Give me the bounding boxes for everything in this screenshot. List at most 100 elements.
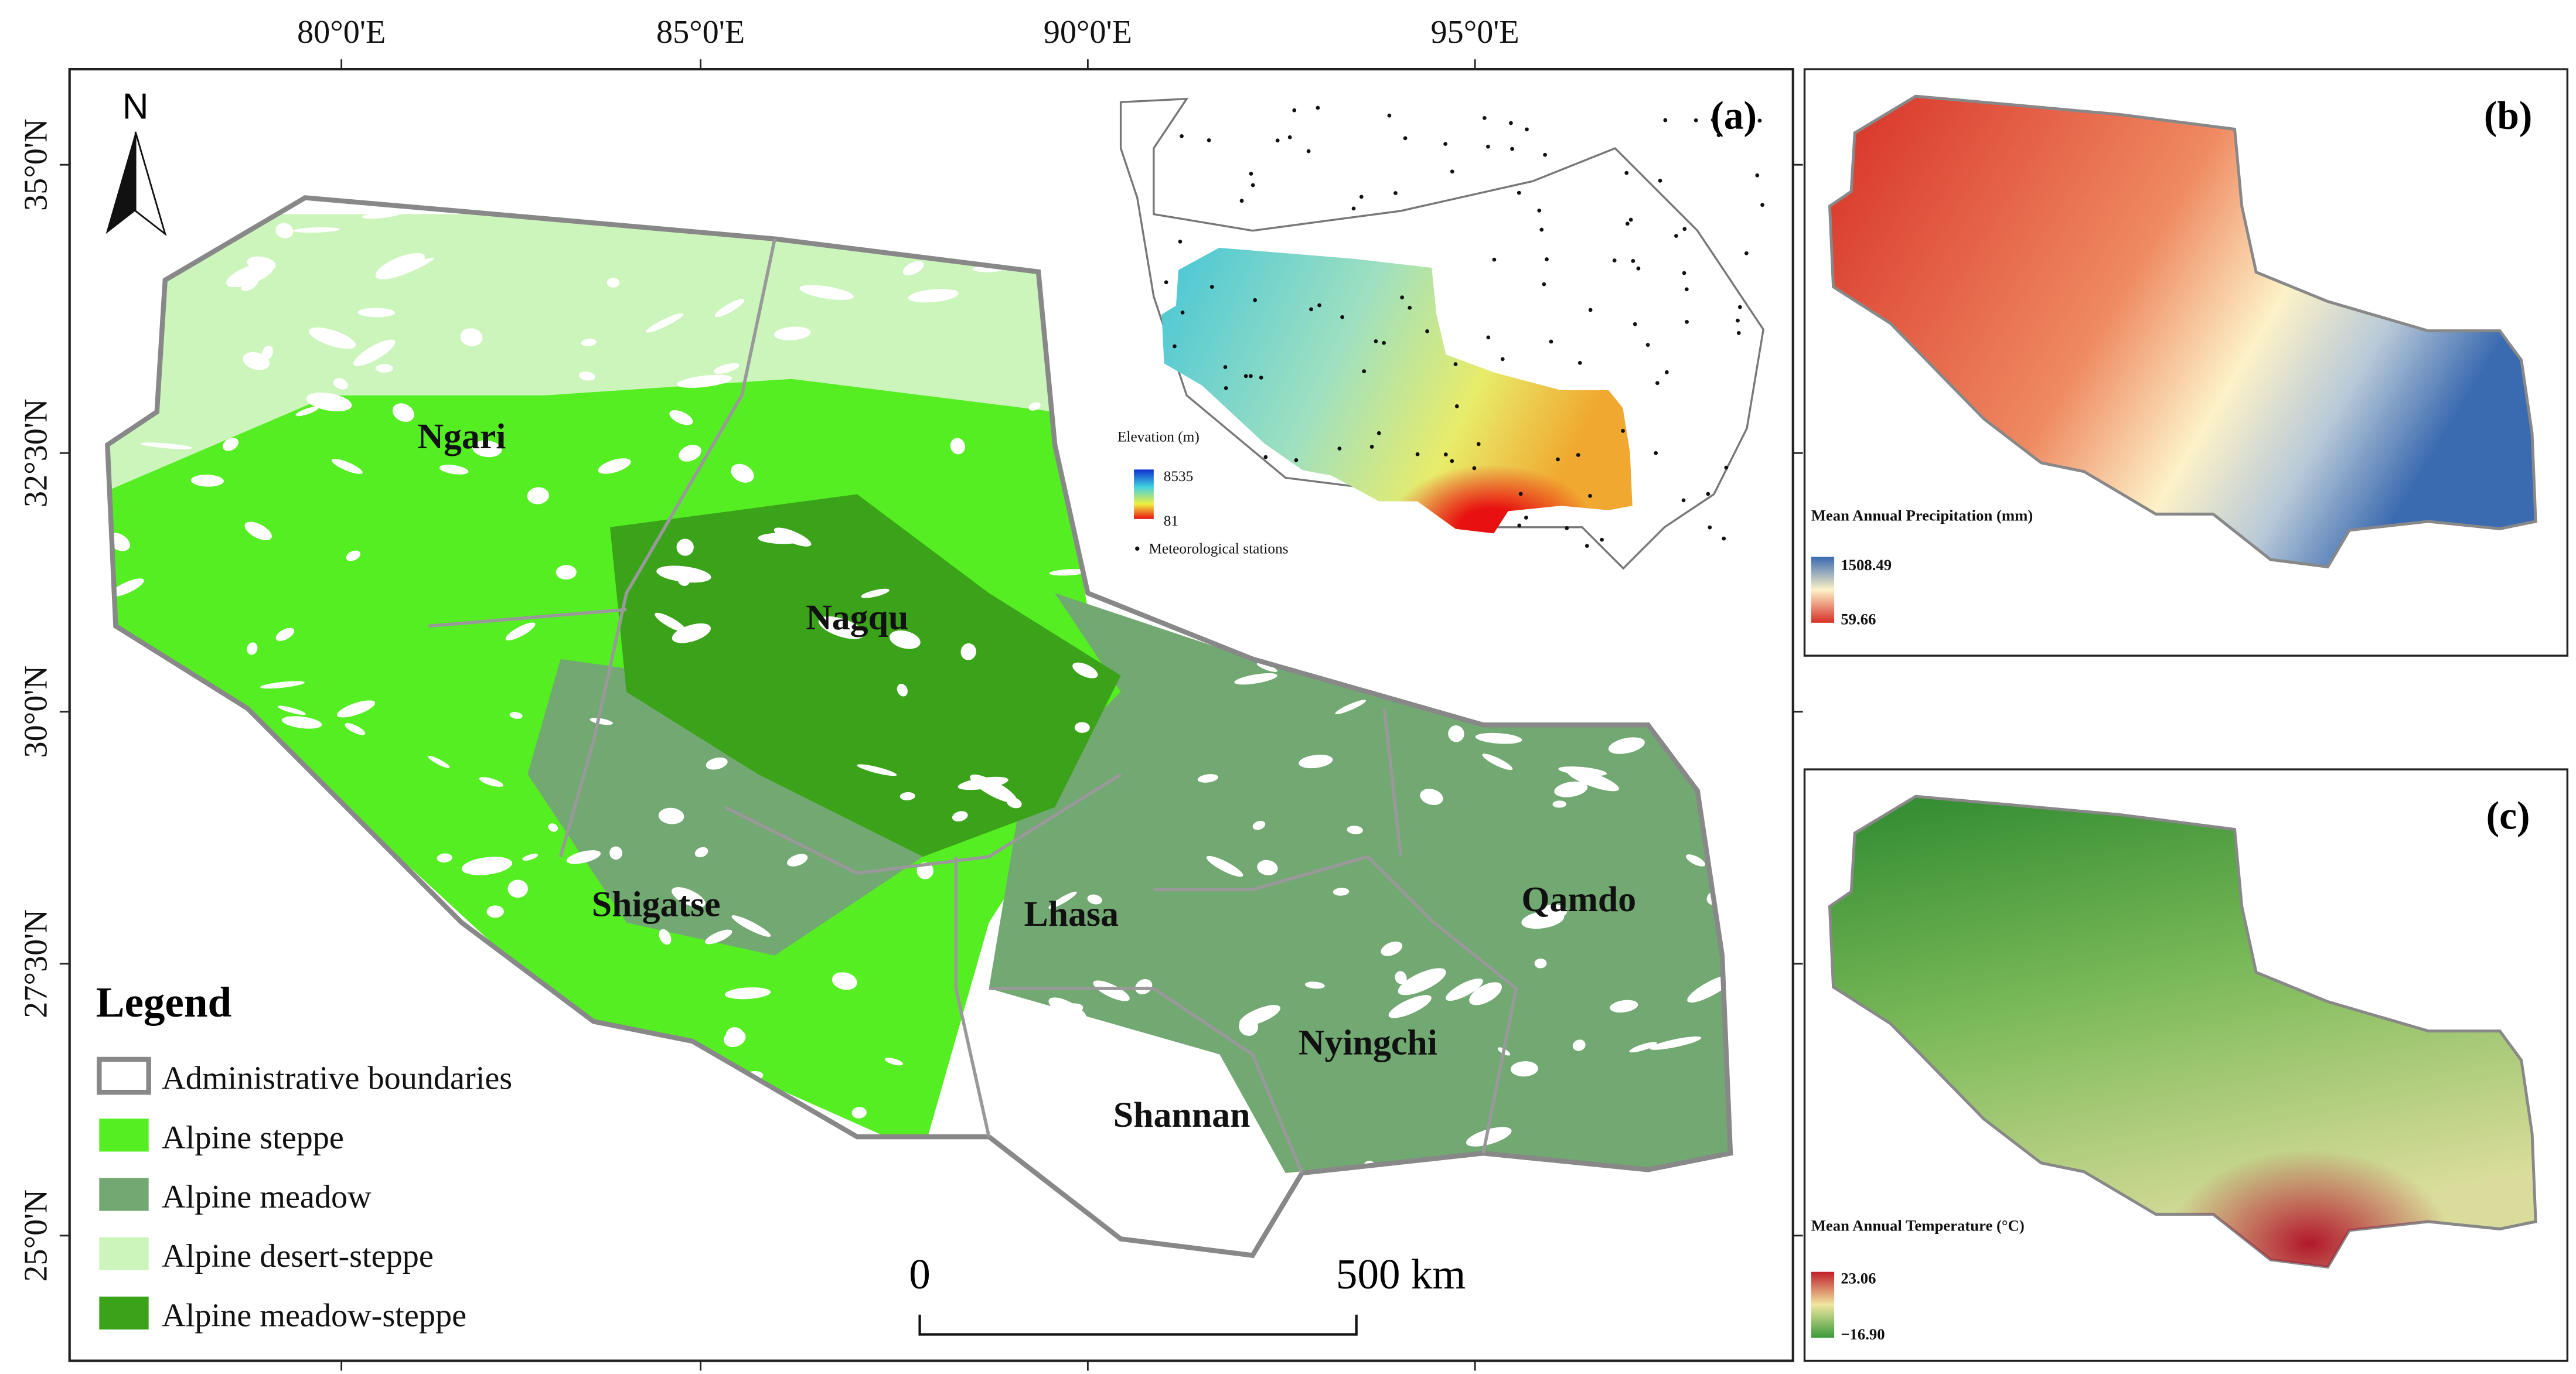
patch [1466, 1127, 1512, 1147]
legend-swatch [99, 1119, 149, 1152]
patch [1572, 1039, 1586, 1051]
patch [1087, 894, 1102, 905]
patch [731, 463, 754, 483]
region-label: Shigatse [592, 884, 721, 924]
latitude-label: 32°30'N [18, 398, 54, 507]
station-key [1135, 546, 1140, 551]
patch [306, 392, 352, 411]
station [1292, 108, 1297, 112]
patch [190, 475, 224, 487]
patch [832, 972, 857, 990]
station [1628, 217, 1633, 222]
latitude-label: 25°0'N [18, 1189, 54, 1282]
patch [1147, 1182, 1162, 1196]
patch [1381, 941, 1403, 956]
patch [1181, 1164, 1195, 1172]
station [1645, 343, 1650, 347]
station [1757, 118, 1762, 123]
region-label: Ngari [417, 417, 506, 456]
station [1658, 178, 1662, 183]
north-arrow [134, 131, 167, 237]
station [1476, 442, 1481, 446]
station [1633, 322, 1637, 326]
patch [278, 705, 306, 715]
inset: Elevation (m) 8535 81 Meteorological sta… [1117, 97, 1764, 570]
boundary-line [428, 608, 627, 628]
panel-label: (c) [2486, 793, 2530, 837]
stations [1164, 105, 1764, 548]
station [1624, 171, 1629, 175]
patch [479, 777, 503, 787]
legend-swatch [99, 1237, 149, 1270]
station [1565, 526, 1569, 530]
station [1588, 308, 1593, 312]
scale-bar [918, 1314, 1358, 1336]
station [1716, 133, 1721, 137]
scale-start: 0 [909, 1250, 931, 1298]
patch [1246, 1172, 1279, 1179]
region-label: Nagqu [806, 598, 908, 637]
patch [1074, 722, 1090, 733]
station [1694, 118, 1698, 122]
station [1576, 453, 1580, 457]
station [1450, 169, 1454, 174]
station [1524, 516, 1528, 520]
patch [1534, 958, 1547, 969]
station [1537, 208, 1542, 213]
patch [676, 538, 694, 556]
station [1556, 457, 1560, 462]
patch [669, 410, 693, 425]
station [1309, 307, 1313, 312]
north-arrow [105, 131, 136, 234]
patch [950, 438, 965, 455]
station [1450, 459, 1454, 463]
region-label: Qamdo [1521, 879, 1636, 919]
station [1287, 135, 1292, 139]
patch [1256, 663, 1277, 672]
station [1577, 361, 1582, 365]
patch [1608, 737, 1645, 754]
patch [679, 445, 701, 462]
temperature-title: Mean Annual Temperature (°C) [1811, 1216, 2025, 1234]
patch [714, 299, 745, 318]
legend-item: Alpine desert-steppe [162, 1238, 434, 1274]
station [1207, 138, 1211, 142]
patch [1686, 854, 1706, 867]
patch [357, 308, 396, 318]
patch [724, 1029, 746, 1047]
station [1337, 446, 1342, 451]
patch [527, 487, 549, 504]
patch [1135, 979, 1153, 995]
north-label: N [122, 86, 149, 127]
station [1542, 282, 1546, 287]
patch [1049, 569, 1089, 576]
elevation-title: Elevation (m) [1117, 429, 1200, 445]
longitude-label: 90°0'E [1044, 14, 1132, 50]
patch [505, 622, 536, 640]
station [1443, 142, 1447, 146]
station [1685, 319, 1689, 324]
patch [331, 459, 363, 474]
station [1600, 537, 1604, 542]
station [1415, 452, 1420, 456]
alpine-meadow [989, 593, 1730, 1187]
station [1755, 173, 1760, 178]
station [1403, 136, 1408, 141]
precipitation-max: 1508.49 [1841, 556, 1892, 574]
station [1736, 318, 1740, 323]
station [1492, 257, 1497, 262]
station [1621, 428, 1625, 433]
station [1340, 315, 1344, 319]
station [1518, 492, 1523, 496]
patch [659, 929, 672, 945]
station [1369, 445, 1374, 449]
patch [646, 313, 684, 333]
station [1351, 206, 1356, 211]
station [1486, 335, 1491, 340]
station [1243, 374, 1248, 379]
patch [281, 716, 322, 729]
station [1545, 257, 1549, 261]
station [1387, 113, 1392, 118]
station [1664, 370, 1669, 374]
